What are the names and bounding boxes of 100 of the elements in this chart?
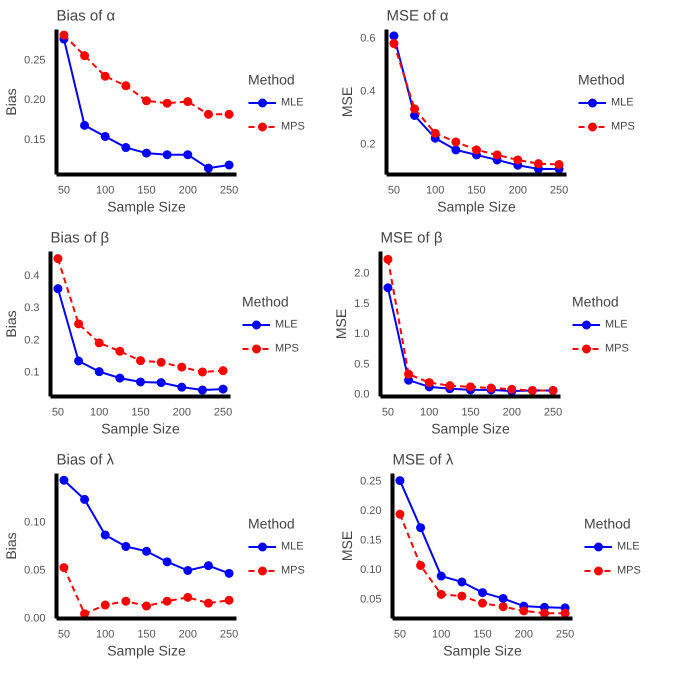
point <box>389 39 398 48</box>
point <box>224 596 234 605</box>
point <box>445 381 454 390</box>
x-tick-label: 150 <box>473 628 492 640</box>
y-tick-label: 1.0 <box>354 328 370 340</box>
point <box>430 128 440 138</box>
x-tick-label: 150 <box>131 406 150 418</box>
point <box>204 561 213 570</box>
legend-label: MPS <box>617 564 641 576</box>
x-tick-label: 50 <box>52 406 64 418</box>
legend-title: Method <box>248 516 296 532</box>
point <box>457 577 466 586</box>
legend-label: MLE <box>275 318 298 330</box>
x-tick-label: 250 <box>544 406 562 418</box>
x-tick-label: 200 <box>514 628 533 640</box>
point <box>59 30 68 40</box>
y-tick-label: 0.2 <box>24 334 40 346</box>
x-tick-label: 50 <box>388 184 400 196</box>
x-tick-label: 200 <box>178 628 197 640</box>
y-tick-label: 0.0 <box>354 388 370 400</box>
point <box>472 145 481 154</box>
chart-title: MSE of β <box>380 230 443 246</box>
x-tick-label: 100 <box>96 628 114 640</box>
y-tick-label: 0.1 <box>24 366 40 379</box>
legend-label: MPS <box>281 120 305 132</box>
point <box>94 367 104 376</box>
legend-label: MLE <box>605 318 628 330</box>
y-tick-label: 0.15 <box>24 134 46 146</box>
point <box>519 606 528 616</box>
point <box>100 132 110 141</box>
y-axis-title: Bias <box>3 88 20 116</box>
point <box>451 137 460 146</box>
point <box>457 592 466 601</box>
point <box>156 358 166 367</box>
x-tick-label: 200 <box>178 184 197 196</box>
x-tick-label: 100 <box>432 628 450 640</box>
chart-title: Bias of β <box>50 230 110 246</box>
x-tick-label: 50 <box>382 406 394 418</box>
y-tick-label: 0.00 <box>24 612 46 625</box>
point <box>416 560 426 570</box>
point <box>478 598 487 608</box>
y-tick-label: 0.20 <box>360 505 382 518</box>
point <box>136 356 145 366</box>
point <box>74 319 84 328</box>
point <box>59 563 68 572</box>
point <box>177 362 186 372</box>
y-tick-label: 0.25 <box>24 54 46 67</box>
point <box>466 382 475 392</box>
point <box>53 254 62 264</box>
point <box>383 283 392 292</box>
point <box>183 592 192 602</box>
point <box>554 160 564 169</box>
point <box>498 594 508 603</box>
y-tick-label: 0.6 <box>360 32 376 44</box>
point <box>80 120 90 130</box>
point <box>451 145 460 154</box>
x-tick-label: 100 <box>96 184 114 196</box>
x-tick-label: 200 <box>508 184 527 196</box>
y-tick-label: 0.3 <box>24 302 40 314</box>
y-tick-label: 0.25 <box>360 476 382 488</box>
point <box>436 572 446 581</box>
y-tick-label: 0.10 <box>360 564 382 576</box>
point <box>80 51 90 60</box>
x-tick-label: 100 <box>420 406 438 418</box>
point <box>136 377 145 386</box>
legend-label: MPS <box>275 342 299 354</box>
x-tick-label: 250 <box>220 628 238 640</box>
point <box>389 31 398 40</box>
point <box>115 346 124 356</box>
point <box>204 110 213 119</box>
legend-title: Method <box>242 294 290 310</box>
point <box>395 510 404 519</box>
chart-title: Bias of α <box>56 8 116 24</box>
x-tick-label: 250 <box>550 184 568 196</box>
y-tick-label: 0.05 <box>24 564 46 577</box>
point <box>534 159 543 168</box>
point <box>198 367 207 376</box>
point <box>74 356 84 366</box>
x-tick-label: 250 <box>220 184 238 196</box>
point <box>224 160 234 170</box>
point <box>162 98 172 108</box>
point <box>142 546 151 556</box>
point <box>395 476 404 486</box>
y-tick-label: 0.20 <box>24 94 46 106</box>
point <box>224 110 234 119</box>
chart-title: MSE of α <box>386 8 449 24</box>
y-axis-title: Bias <box>3 532 20 560</box>
point <box>198 386 207 395</box>
point <box>404 370 414 379</box>
y-tick-label: 0.4 <box>360 85 376 98</box>
point <box>492 150 502 160</box>
point <box>383 254 392 264</box>
y-tick-label: 0.05 <box>360 593 382 606</box>
y-axis-title: Bias <box>3 310 20 338</box>
x-tick-label: 200 <box>502 406 521 418</box>
point <box>436 590 446 599</box>
y-tick-label: 0.15 <box>360 534 382 547</box>
point <box>142 602 151 611</box>
x-axis-title: Sample Size <box>443 642 522 658</box>
point <box>513 155 522 164</box>
